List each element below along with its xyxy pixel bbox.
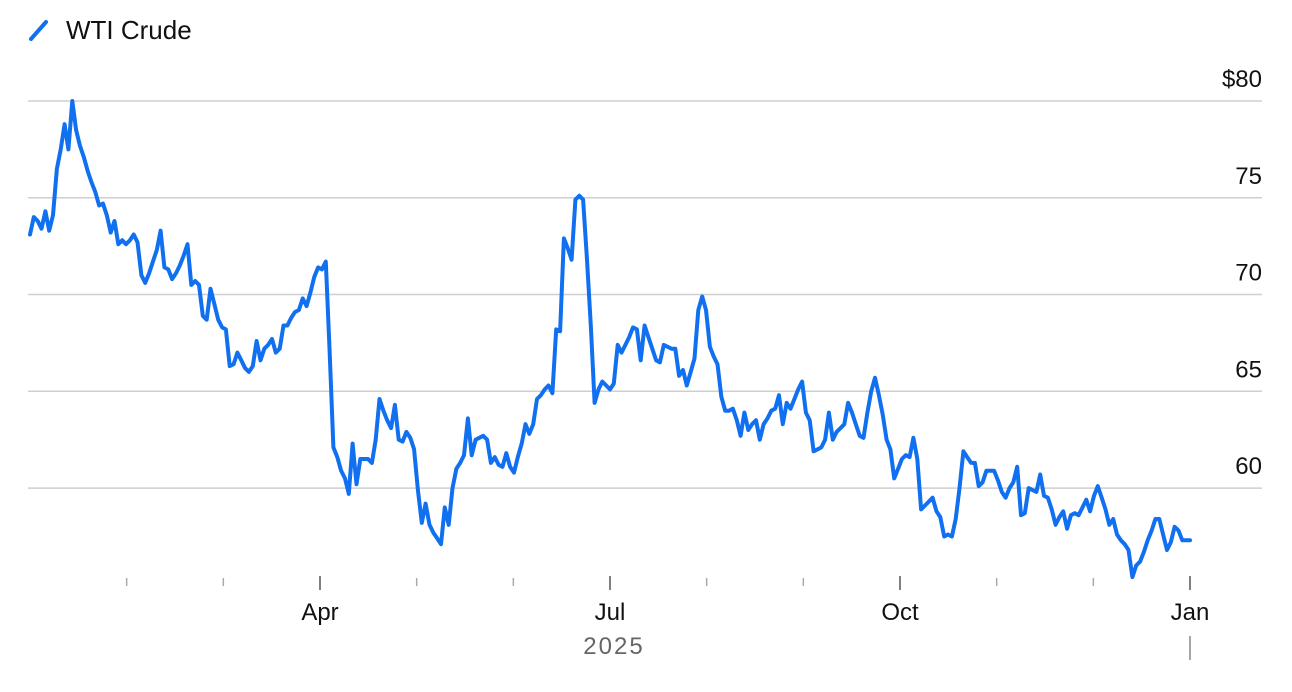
x-tick-label: Apr [301,599,338,626]
legend-label: WTI Crude [66,15,192,45]
y-tick-label: 60 [1235,453,1262,480]
x-tick-label: Jan [1171,599,1210,626]
y-tick-label: $80 [1222,66,1262,93]
legend-swatch [29,20,48,41]
y-tick-label: 75 [1235,163,1262,190]
x-tick-label: Oct [881,599,919,626]
x-axis-label: 2025 [583,633,644,660]
price-line [28,99,1192,580]
y-tick-label: 65 [1235,356,1262,383]
x-tick-label: Jul [595,599,626,626]
y-tick-label: 70 [1235,260,1262,287]
